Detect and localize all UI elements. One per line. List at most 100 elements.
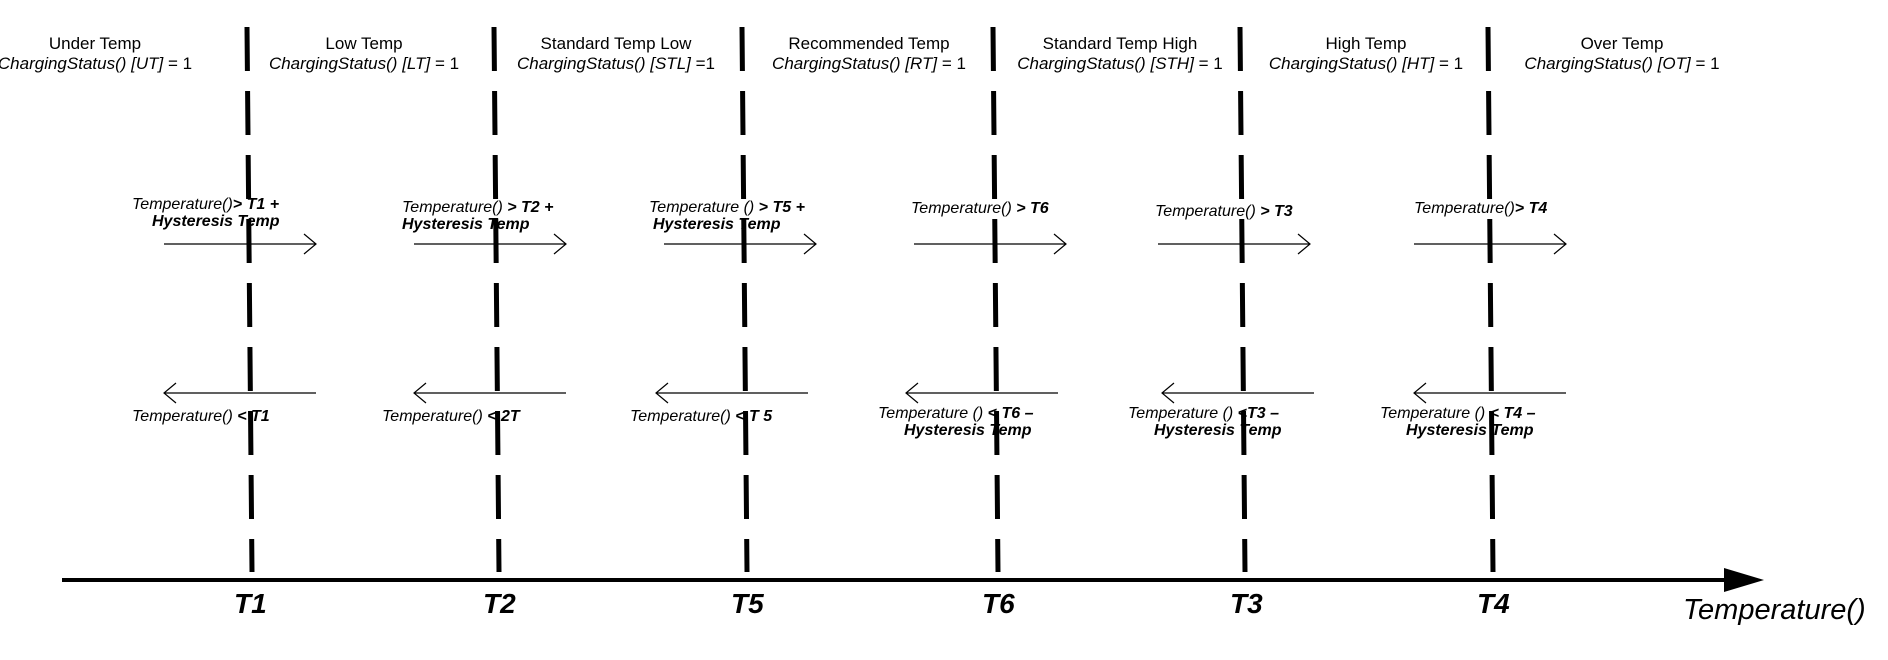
arrow-right-t1	[164, 233, 317, 255]
rule-tail: +	[265, 196, 280, 213]
zone-label-high-temp: High Temp ChargingStatus() [HT] = 1	[1246, 34, 1486, 74]
rule-function: Temperature ()	[878, 405, 984, 422]
rule-hysteresis: Hysteresis Temp	[152, 213, 280, 230]
rule-function: Temperature()	[382, 408, 483, 425]
zone-function: ChargingStatus()	[772, 54, 901, 73]
threshold-label-t1: T1	[234, 588, 267, 619]
rule-threshold: T4	[1528, 200, 1548, 217]
rising-rule-t5: Temperature () > T5 + Hysteresis Temp	[649, 199, 805, 233]
zone-name: Standard Temp Low	[540, 34, 692, 53]
zone-function: ChargingStatus()	[268, 54, 398, 73]
threshold-line-t6	[990, 26, 1001, 573]
zone-function: ChargingStatus()	[1524, 54, 1653, 73]
rising-rule-t4: Temperature()> T4	[1414, 200, 1547, 217]
zone-equals: =1	[695, 54, 715, 73]
rule-threshold: T3	[1274, 203, 1293, 220]
zone-name: Standard Temp High	[1042, 34, 1198, 53]
rule-operator: >	[1255, 203, 1275, 220]
falling-rule-t4: Temperature () < T4 – Hysteresis Temp	[1380, 405, 1535, 439]
threshold-label-t6: T6	[982, 588, 1015, 619]
rule-function: Temperature()	[1155, 203, 1256, 220]
rule-hysteresis: Hysteresis Temp	[904, 422, 1032, 439]
arrow-left-t1	[163, 382, 316, 404]
arrow-left-t4	[1413, 382, 1566, 404]
threshold-line-t5	[739, 26, 750, 573]
rising-rule-t1: Temperature()> T1 + Hysteresis Temp	[132, 196, 279, 230]
threshold-line-t1	[244, 26, 255, 573]
zone-label-over-temp: Over Temp ChargingStatus() [OT] = 1	[1502, 34, 1742, 74]
zone-name: Recommended Temp	[788, 34, 950, 53]
threshold-label-t5: T5	[731, 588, 764, 619]
zone-label-low-temp: Low Temp ChargingStatus() [LT] = 1	[244, 34, 484, 74]
rule-threshold: 2T	[501, 408, 520, 425]
rule-operator: >	[1514, 200, 1529, 217]
rule-operator: >	[1011, 200, 1031, 217]
rule-operator: <	[482, 408, 502, 425]
temperature-axis	[62, 568, 1764, 592]
rule-function: Temperature()	[132, 408, 233, 425]
zone-function: ChargingStatus()	[1017, 54, 1146, 73]
rule-operator: <	[983, 405, 1002, 422]
arrow-left-t6	[905, 382, 1058, 404]
zone-flag: [OT]	[1657, 54, 1691, 73]
rising-rule-t3: Temperature() > T3	[1155, 203, 1293, 220]
rule-operator: <	[232, 408, 252, 425]
zone-name: Under Temp	[48, 34, 142, 53]
rule-function: Temperature ()	[1128, 405, 1234, 422]
rule-threshold: T1	[246, 196, 266, 213]
arrow-right-t4	[1414, 233, 1567, 255]
zone-flag: [RT]	[905, 54, 938, 73]
threshold-line-t3	[1237, 26, 1248, 573]
threshold-label-t3: T3	[1230, 588, 1263, 619]
rule-operator: <	[730, 408, 750, 425]
rule-tail: +	[791, 199, 805, 216]
zone-flag: [HT]	[1402, 54, 1435, 73]
rule-function: Temperature()	[132, 196, 233, 213]
rule-function: Temperature ()	[1380, 405, 1486, 422]
arrow-right-t2	[414, 233, 567, 255]
rule-operator: >	[502, 199, 522, 216]
arrow-left-t5	[655, 382, 808, 404]
rule-hysteresis: Hysteresis Temp	[1406, 422, 1534, 439]
arrow-right-t3	[1158, 233, 1311, 255]
rule-tail: +	[539, 199, 554, 216]
axis-title: Temperature()	[1683, 594, 1866, 626]
rule-threshold: T6	[1030, 200, 1049, 217]
rule-threshold: T1	[251, 408, 270, 425]
rule-function: Temperature()	[911, 200, 1012, 217]
arrow-right-t5	[664, 233, 817, 255]
rule-tail: –	[1522, 405, 1536, 422]
zone-equals: = 1	[1198, 54, 1223, 73]
zone-label-standard-temp-high: Standard Temp High ChargingStatus() [STH…	[1000, 34, 1240, 74]
arrow-left-t2	[413, 382, 566, 404]
rule-hysteresis: Hysteresis Temp	[402, 216, 530, 233]
rule-function: Temperature()	[402, 199, 503, 216]
zone-name: High Temp	[1325, 34, 1407, 53]
rule-operator: >	[754, 199, 773, 216]
zone-label-under-temp: Under Temp ChargingStatus() [UT] = 1	[0, 34, 215, 74]
rule-threshold: T 5	[749, 408, 773, 425]
zone-function: ChargingStatus()	[0, 54, 127, 73]
rule-threshold: T4	[1503, 405, 1523, 422]
zone-function: ChargingStatus()	[1268, 54, 1398, 73]
threshold-line-t4	[1485, 26, 1496, 573]
rule-threshold: T6	[1001, 405, 1021, 422]
zone-equals: = 1	[167, 54, 193, 73]
rule-function: Temperature()	[630, 408, 731, 425]
zone-equals: = 1	[434, 54, 460, 73]
zone-name: Low Temp	[325, 34, 403, 53]
rule-threshold: T3	[1247, 405, 1266, 422]
rule-function: Temperature ()	[649, 199, 755, 216]
falling-rule-t3: Temperature () <T3 – Hysteresis Temp	[1128, 405, 1281, 439]
zone-flag: [STH]	[1150, 54, 1194, 73]
rule-tail: –	[1020, 405, 1034, 422]
falling-rule-t1: Temperature() < T1	[132, 408, 270, 425]
zone-flag: [LT]	[402, 54, 431, 73]
rule-operator: <	[1485, 405, 1504, 422]
zone-flag: [UT]	[131, 54, 164, 73]
zone-flag: [STL]	[650, 54, 691, 73]
rule-operator: <	[1233, 405, 1248, 422]
zone-function: ChargingStatus()	[517, 54, 646, 73]
rule-threshold: T2	[521, 199, 540, 216]
